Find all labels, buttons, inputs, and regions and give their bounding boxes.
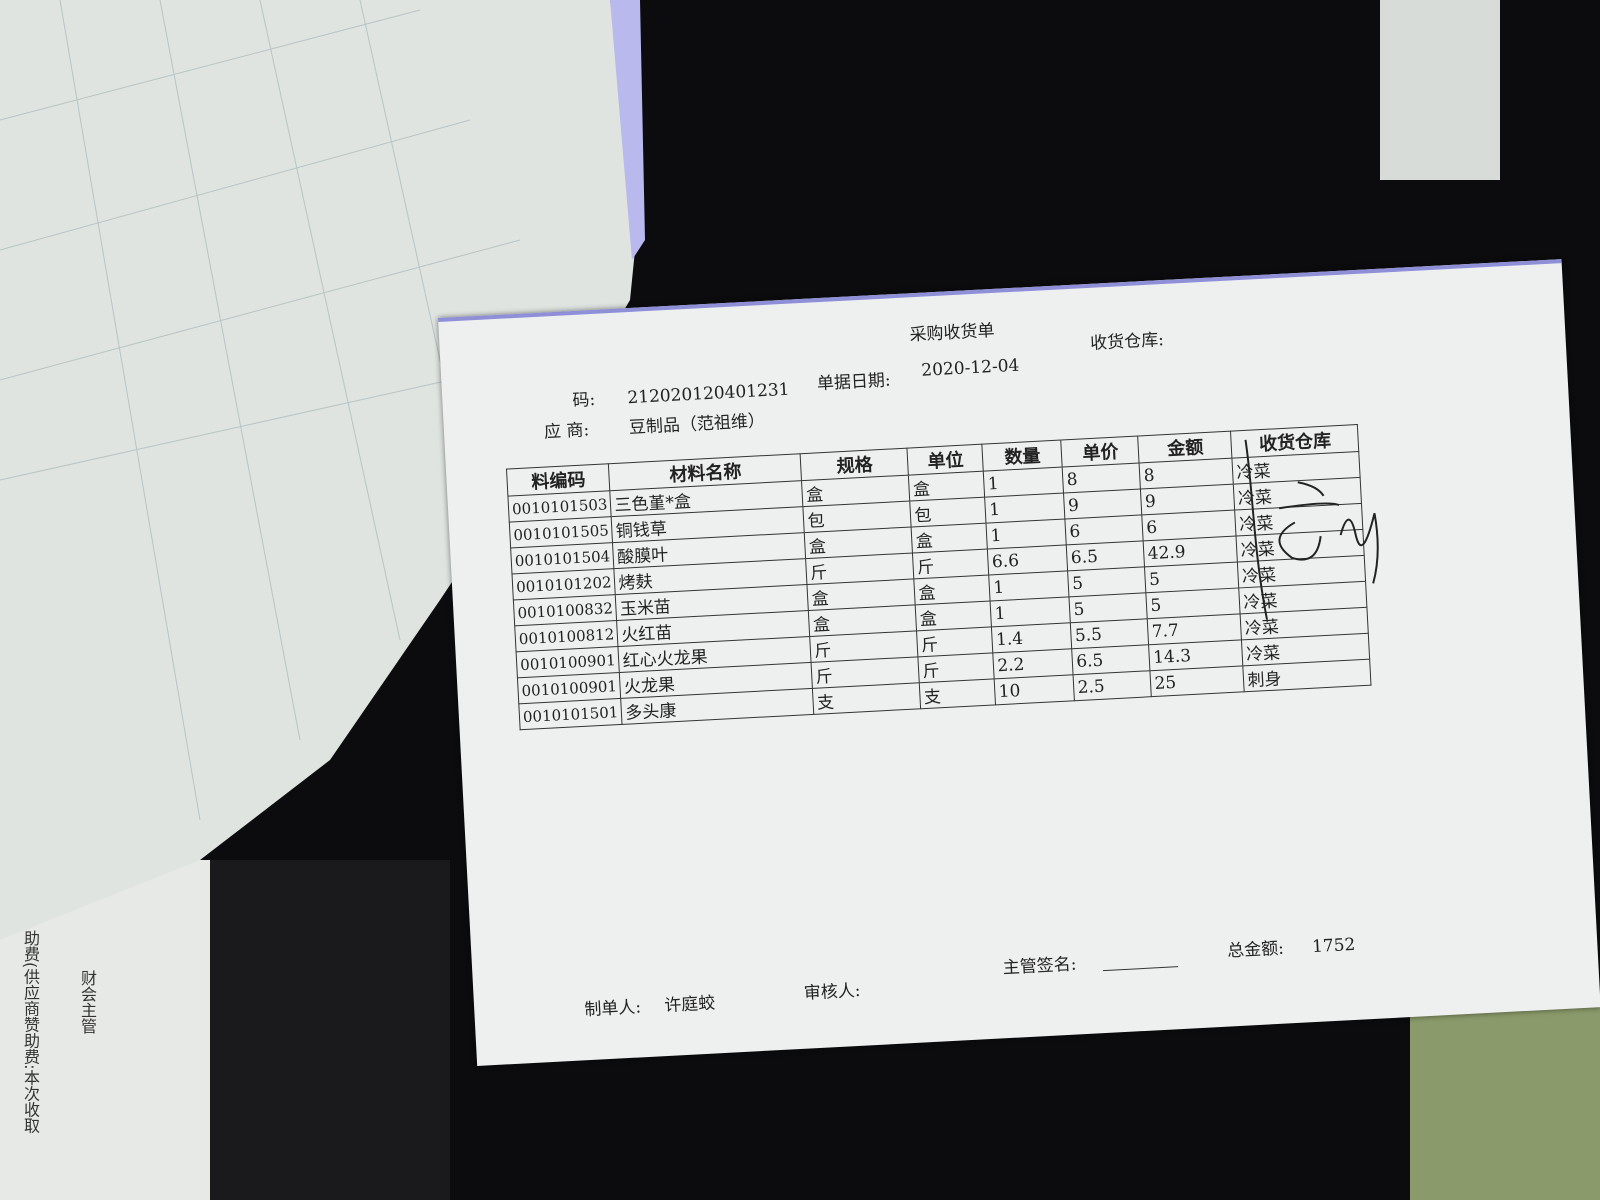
maker-value: 许庭蛟 bbox=[663, 993, 716, 1017]
cell-price: 5.5 bbox=[1070, 618, 1150, 649]
cell-unit: 包 bbox=[910, 497, 987, 528]
cell-amount: 25 bbox=[1150, 665, 1245, 697]
cell-price: 5 bbox=[1068, 566, 1147, 597]
cell-price: 6 bbox=[1065, 514, 1144, 545]
purchase-receipt-document: 采购收货单 收货仓库: 码: 212020120401231 单据日期: 202… bbox=[438, 259, 1600, 1066]
total-value: 1752 bbox=[1311, 934, 1356, 958]
curled-left-sheet bbox=[0, 0, 640, 940]
col-qty: 数量 bbox=[982, 440, 1063, 472]
cell-unit: 斤 bbox=[918, 652, 995, 683]
cell-unit: 斤 bbox=[916, 626, 994, 657]
date-label: 单据日期: bbox=[816, 370, 892, 395]
document-title: 采购收货单 bbox=[909, 320, 995, 346]
cell-unit: 盒 bbox=[911, 523, 988, 553]
cell-price: 8 bbox=[1062, 462, 1141, 493]
supervisor-signature-line bbox=[1103, 966, 1178, 972]
handwritten-signature bbox=[1244, 439, 1379, 620]
cell-spec: 支 bbox=[812, 682, 922, 715]
background-vertical-text: 助费(供应商赞助费:本次收取 bbox=[21, 930, 40, 1134]
cell-price: 6.5 bbox=[1072, 644, 1151, 675]
doc-no: 212020120401231 bbox=[626, 379, 791, 409]
cell-price: 5 bbox=[1069, 592, 1148, 623]
date-value: 2020-12-04 bbox=[920, 355, 1020, 381]
maker-label: 制单人: bbox=[583, 997, 642, 1021]
supplier-value: 豆制品（范祖维） bbox=[628, 411, 766, 439]
cell-price: 6.5 bbox=[1066, 540, 1145, 571]
cell-unit: 盒 bbox=[914, 575, 991, 605]
curled-sheet-grid bbox=[0, 0, 541, 821]
bottom-left-sheet bbox=[0, 860, 210, 1200]
cell-unit: 盒 bbox=[908, 471, 986, 502]
desk-cloth bbox=[1410, 1000, 1600, 1200]
cell-unit: 斤 bbox=[912, 549, 990, 579]
cell-unit: 盒 bbox=[915, 600, 992, 631]
cell-unit: 支 bbox=[919, 678, 996, 709]
total-label: 总金额: bbox=[1226, 938, 1285, 962]
finance-label: 财会主管 bbox=[78, 970, 97, 1034]
top-right-note bbox=[1380, 0, 1500, 180]
sheet-edge bbox=[610, 0, 645, 260]
cell-code: 0010101501 bbox=[518, 698, 623, 730]
col-price: 单价 bbox=[1061, 436, 1140, 468]
cell-price: 9 bbox=[1063, 488, 1143, 519]
cell-qty: 10 bbox=[994, 674, 1075, 705]
dark-folder bbox=[210, 860, 450, 1200]
col-unit: 单位 bbox=[907, 444, 984, 476]
supervisor-label: 主管签名: bbox=[1002, 954, 1077, 979]
doc-no-label: 码: bbox=[572, 389, 596, 412]
warehouse-label: 收货仓库: bbox=[1089, 330, 1165, 354]
cell-price: 2.5 bbox=[1073, 670, 1152, 701]
reviewer-label: 审核人: bbox=[803, 980, 862, 1004]
supplier-label: 应 商: bbox=[543, 420, 590, 443]
